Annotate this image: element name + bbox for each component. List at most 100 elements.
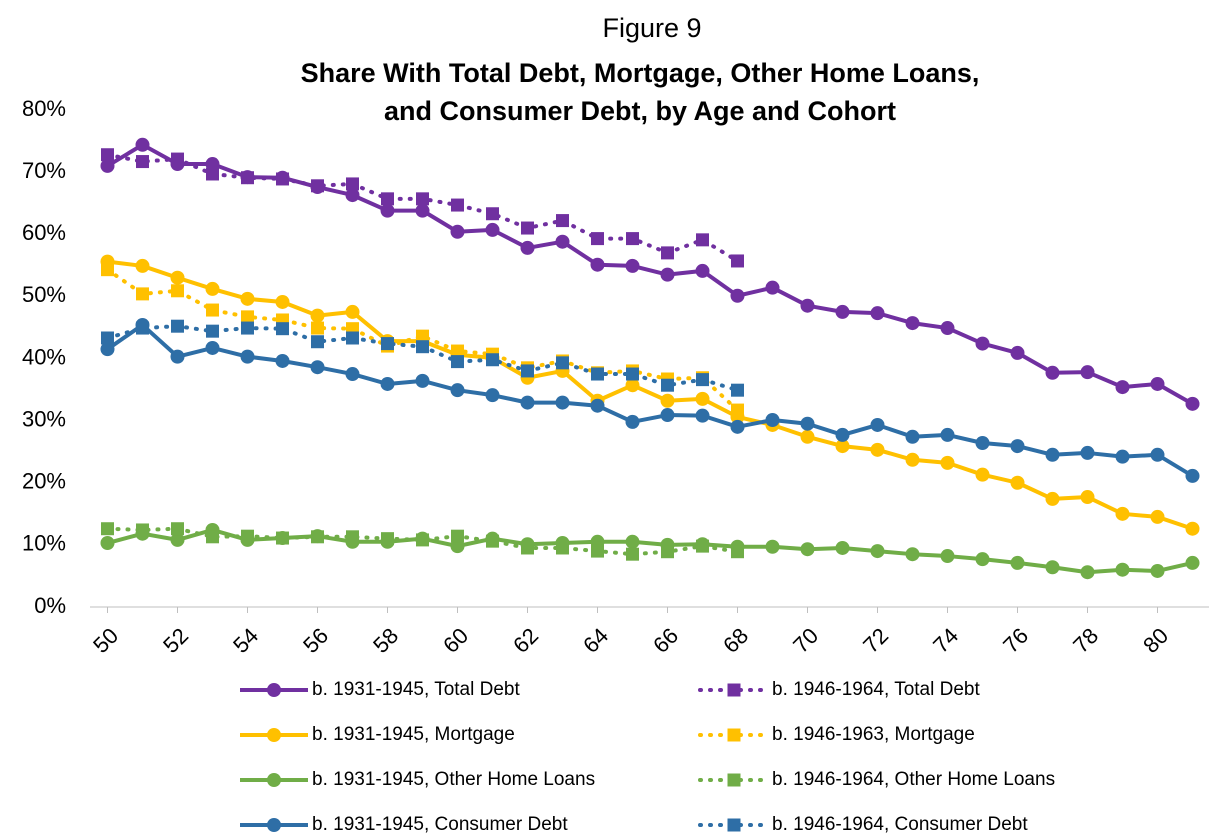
marker	[485, 388, 500, 403]
marker	[241, 171, 254, 185]
marker	[1115, 506, 1130, 521]
x-tick-label: 80	[1138, 623, 1173, 658]
marker	[450, 383, 465, 398]
marker	[590, 398, 605, 413]
marker	[696, 373, 709, 387]
marker	[416, 340, 429, 354]
marker	[381, 192, 394, 206]
marker	[765, 413, 780, 428]
x-tick-label: 64	[578, 623, 613, 658]
marker	[800, 416, 815, 431]
marker	[416, 329, 429, 343]
marker	[416, 533, 429, 547]
marker	[136, 321, 149, 335]
marker	[905, 429, 920, 444]
marker	[136, 155, 149, 169]
marker	[310, 360, 325, 375]
marker	[171, 152, 184, 166]
marker	[136, 523, 149, 537]
marker	[765, 280, 780, 295]
marker	[381, 337, 394, 351]
marker	[731, 383, 744, 397]
marker	[1150, 376, 1165, 391]
marker	[206, 167, 219, 181]
marker	[451, 529, 464, 543]
marker	[1045, 560, 1060, 575]
marker	[975, 435, 990, 450]
marker	[311, 179, 324, 193]
legend-marker	[267, 818, 281, 832]
y-tick-label: 20%	[22, 469, 66, 494]
marker	[310, 308, 325, 323]
marker	[170, 349, 185, 364]
marker	[975, 467, 990, 482]
marker	[835, 427, 850, 442]
x-tick-label: 54	[228, 623, 263, 658]
chart-title: Figure 9	[602, 13, 701, 43]
x-tick-label: 74	[928, 623, 963, 658]
marker	[870, 417, 885, 432]
marker	[626, 232, 639, 246]
marker	[240, 349, 255, 364]
legend-marker	[727, 728, 741, 742]
marker	[136, 287, 149, 301]
marker	[626, 547, 639, 561]
legend-marker	[267, 773, 281, 787]
marker	[1080, 565, 1095, 580]
marker	[555, 395, 570, 410]
marker	[625, 414, 640, 429]
y-tick-label: 0%	[34, 593, 66, 618]
marker	[800, 298, 815, 313]
marker	[1185, 555, 1200, 570]
marker	[311, 321, 324, 335]
marker	[206, 303, 219, 317]
marker	[100, 342, 115, 357]
marker	[346, 331, 359, 345]
marker	[1150, 447, 1165, 462]
marker	[311, 335, 324, 349]
x-tick-label: 78	[1068, 623, 1103, 658]
x-tick-label: 52	[158, 623, 193, 658]
marker	[101, 522, 114, 536]
marker	[695, 408, 710, 423]
marker	[940, 427, 955, 442]
marker	[1185, 396, 1200, 411]
x-tick-label: 62	[508, 623, 543, 658]
marker	[451, 355, 464, 369]
x-tick-label: 60	[438, 623, 473, 658]
legend-marker	[727, 818, 741, 832]
marker	[591, 367, 604, 381]
marker	[625, 258, 640, 273]
marker	[241, 310, 254, 324]
series-line	[106, 527, 1193, 575]
marker	[556, 214, 569, 228]
marker	[1115, 562, 1130, 577]
marker	[731, 545, 744, 559]
marker	[556, 541, 569, 555]
marker	[416, 192, 429, 206]
marker	[100, 536, 115, 551]
marker	[101, 263, 114, 277]
marker	[940, 549, 955, 564]
marker	[135, 137, 150, 152]
marker	[241, 529, 254, 543]
marker	[626, 367, 639, 381]
legend-label: b. 1931-1945, Consumer Debt	[312, 814, 568, 835]
legend-label: b. 1946-1964, Consumer Debt	[772, 814, 1028, 835]
marker	[170, 532, 185, 547]
y-tick-label: 10%	[22, 531, 66, 556]
marker	[1150, 563, 1165, 578]
marker	[556, 356, 569, 370]
marker	[275, 294, 290, 309]
marker	[835, 304, 850, 319]
marker	[555, 234, 570, 249]
marker	[276, 531, 289, 545]
marker	[415, 373, 430, 388]
marker	[1115, 380, 1130, 395]
marker	[660, 267, 675, 282]
marker	[1185, 521, 1200, 536]
chart-subtitle: Share With Total Debt, Mortgage, Other H…	[301, 58, 980, 88]
marker	[696, 539, 709, 553]
y-tick-label: 40%	[22, 344, 66, 369]
